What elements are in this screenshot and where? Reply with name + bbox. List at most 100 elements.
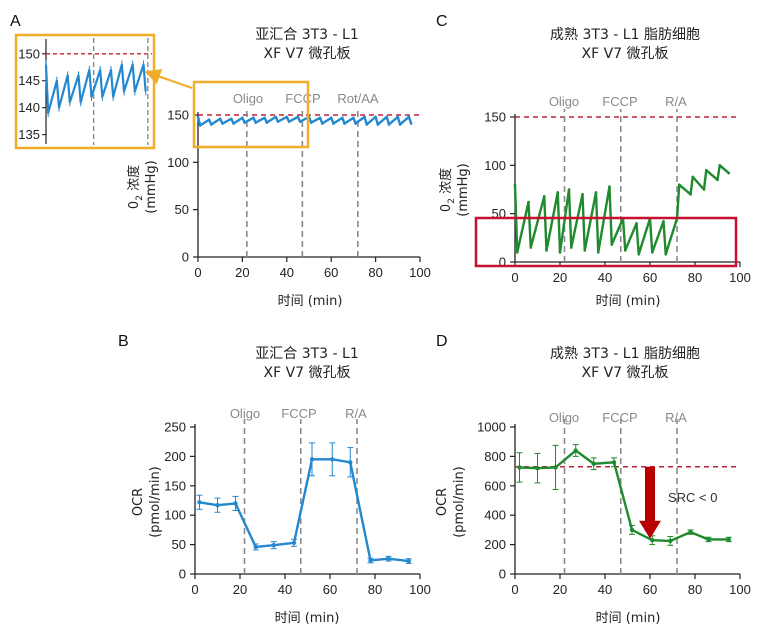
data-point	[608, 185, 611, 188]
data-point	[691, 175, 695, 179]
data-point	[545, 249, 548, 252]
y-tick-label: 50	[175, 202, 189, 217]
panel-a-title-line2: XF V7 微孔板	[263, 46, 350, 62]
data-point	[309, 457, 315, 462]
data-point	[527, 200, 530, 204]
panel-c-ylabel-sub: 2	[447, 198, 457, 204]
data-point	[221, 122, 224, 125]
data-point	[409, 122, 413, 125]
y-tick-label: 200	[164, 449, 186, 464]
panel-b-inj-label-fccp: FCCP	[281, 406, 316, 421]
panel-c-ylabel: 02 浓度 (mmHg)	[438, 163, 471, 217]
x-tick-label: 0	[191, 582, 198, 597]
data-point	[374, 115, 377, 119]
data-point	[716, 178, 719, 182]
data-point	[241, 116, 244, 120]
y-tick-label: 150	[164, 478, 186, 493]
panel-d-inj-label-ra: R/A	[665, 410, 687, 425]
y-tick-label: 400	[484, 508, 506, 523]
x-tick-label: 100	[729, 582, 751, 597]
x-tick-label: 80	[688, 582, 702, 597]
x-tick-label: 100	[409, 582, 431, 597]
panel-c-title-line1: 成熟 3T3 - L1 脂肪细胞	[550, 27, 700, 43]
data-point	[513, 183, 517, 186]
data-point	[274, 115, 278, 119]
data-point	[197, 500, 202, 505]
svg-text:02 浓度: 02 浓度	[438, 168, 457, 212]
y-tick-label: 150	[484, 110, 506, 125]
y-tick-label: 0	[499, 567, 506, 582]
data-point	[363, 115, 366, 119]
data-point	[385, 115, 389, 119]
x-tick-label: 80	[368, 582, 382, 597]
panel-d-title-line2: XF V7 微孔板	[581, 365, 668, 381]
y-tick-label: 800	[484, 449, 506, 464]
data-point	[343, 122, 346, 125]
data-point	[706, 537, 711, 542]
data-point	[243, 121, 246, 124]
data-point	[689, 193, 692, 196]
y-tick-label: 250	[164, 420, 186, 435]
panel-a-xlabel: 时间 (min)	[278, 294, 343, 309]
x-tick-label: 40	[598, 270, 612, 285]
data-point	[650, 537, 655, 543]
series-line	[513, 164, 730, 256]
data-point	[263, 116, 266, 120]
data-point	[330, 457, 335, 462]
y-tick-label: 0	[499, 255, 506, 270]
data-point	[253, 544, 258, 550]
data-point	[207, 118, 211, 122]
panel-b-ylabel-ocr: OCR	[131, 488, 146, 516]
panel-a-inj-label-rotaa: Rot/AA	[337, 91, 379, 106]
data-point	[535, 465, 540, 471]
data-point	[406, 558, 411, 564]
data-point	[704, 168, 708, 172]
data-point	[542, 194, 546, 198]
panel-d-title-line1: 成熟 3T3 - L1 脂肪细胞	[550, 346, 700, 362]
data-point	[662, 220, 665, 223]
data-point	[232, 122, 235, 125]
panel-c-ylabel-unit: (mmHg)	[456, 163, 471, 217]
x-tick-label: 0	[511, 270, 518, 285]
data-point	[210, 123, 213, 126]
y-tick-label: 600	[484, 478, 506, 493]
panel-d-inj-label-fccp: FCCP	[602, 410, 637, 425]
data-point	[298, 120, 302, 123]
x-tick-label: 20	[553, 582, 567, 597]
data-point	[727, 171, 731, 175]
inset-y-tick-label: 135	[18, 127, 40, 142]
data-point	[569, 246, 573, 249]
panel-a-inj-label-oligo: Oligo	[233, 91, 263, 106]
x-tick-label: 20	[233, 582, 247, 597]
data-point	[596, 251, 600, 254]
data-point	[265, 121, 269, 124]
data-point	[196, 115, 200, 119]
x-tick-label: 0	[194, 265, 201, 280]
panel-b-xlabel: 时间 (min)	[275, 611, 340, 626]
panel-d-inj-label-oligo: Oligo	[549, 410, 579, 425]
data-point	[352, 116, 355, 120]
data-point	[650, 251, 654, 254]
data-point	[285, 115, 289, 119]
panel-label-c: C	[436, 13, 448, 30]
panel-c-inj-label-ra: R/A	[665, 94, 687, 109]
data-point	[332, 122, 335, 125]
panel-a-ylabel-o: 0	[127, 201, 142, 209]
x-tick-label: 60	[324, 265, 338, 280]
data-point	[677, 183, 681, 186]
panel-d-src-annotation: SRC < 0	[668, 490, 718, 505]
inset-y-tick-label: 150	[18, 46, 40, 61]
data-point	[702, 188, 706, 191]
data-point	[215, 503, 220, 508]
x-tick-label: 80	[368, 265, 382, 280]
panel-c-inj-label-oligo: Oligo	[549, 94, 579, 109]
panel-a-ylabel-conc-text: 浓度	[126, 165, 142, 191]
x-tick-label: 40	[598, 582, 612, 597]
data-point	[218, 117, 222, 121]
data-point	[341, 116, 344, 120]
panel-a-inj-label-fccp: FCCP	[285, 91, 320, 106]
x-tick-label: 40	[278, 582, 292, 597]
data-point	[629, 527, 635, 533]
data-point	[376, 123, 380, 126]
panel-c-ylabel-o: 0	[439, 204, 454, 212]
